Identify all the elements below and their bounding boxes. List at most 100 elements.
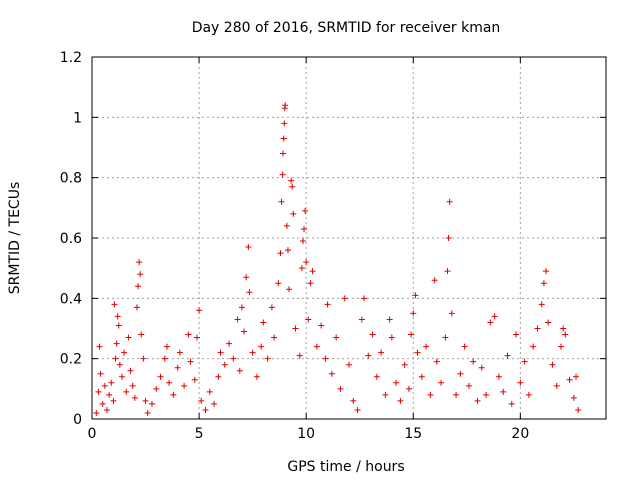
data-point bbox=[135, 283, 142, 290]
data-point bbox=[118, 373, 125, 380]
data-point bbox=[238, 304, 245, 311]
data-point bbox=[549, 361, 556, 368]
data-point bbox=[236, 367, 243, 374]
data-point bbox=[354, 406, 361, 413]
data-point bbox=[405, 385, 412, 392]
data-point bbox=[303, 259, 310, 266]
x-tick-label: 20 bbox=[511, 426, 529, 442]
y-tick-label: 0.6 bbox=[60, 231, 82, 247]
data-point bbox=[444, 268, 451, 275]
data-point bbox=[414, 349, 421, 356]
data-point bbox=[508, 400, 515, 407]
data-point bbox=[540, 280, 547, 287]
data-point bbox=[275, 280, 282, 287]
data-point bbox=[410, 310, 417, 317]
data-point bbox=[280, 150, 287, 157]
data-point bbox=[553, 382, 560, 389]
data-point bbox=[358, 316, 365, 323]
points-layer bbox=[93, 102, 582, 416]
data-point bbox=[127, 367, 134, 374]
data-point bbox=[283, 222, 290, 229]
data-point bbox=[318, 322, 325, 329]
data-point bbox=[110, 397, 117, 404]
data-point bbox=[562, 331, 569, 338]
y-tick-label: 1.2 bbox=[60, 50, 82, 66]
data-point bbox=[133, 304, 140, 311]
data-point bbox=[131, 394, 138, 401]
data-point bbox=[121, 349, 128, 356]
y-tick-label: 0.8 bbox=[60, 171, 82, 187]
data-point bbox=[534, 325, 541, 332]
data-point bbox=[286, 286, 293, 293]
data-point bbox=[309, 268, 316, 275]
data-point bbox=[114, 313, 121, 320]
data-point bbox=[277, 250, 284, 257]
data-point bbox=[253, 373, 260, 380]
data-point bbox=[170, 391, 177, 398]
data-point bbox=[474, 397, 481, 404]
data-point bbox=[116, 361, 123, 368]
data-point bbox=[401, 361, 408, 368]
data-point bbox=[307, 280, 314, 287]
data-point bbox=[113, 340, 120, 347]
data-point bbox=[211, 400, 218, 407]
data-point bbox=[530, 343, 537, 350]
data-point bbox=[301, 225, 308, 232]
data-point bbox=[328, 370, 335, 377]
data-point bbox=[125, 334, 132, 341]
data-point bbox=[136, 259, 143, 266]
data-point bbox=[95, 388, 102, 395]
y-tick-label: 0.4 bbox=[60, 291, 82, 307]
data-point bbox=[491, 313, 498, 320]
data-point bbox=[504, 352, 511, 359]
data-point bbox=[313, 343, 320, 350]
data-point bbox=[163, 343, 170, 350]
data-point bbox=[198, 397, 205, 404]
data-point bbox=[302, 207, 309, 214]
data-point bbox=[174, 364, 181, 371]
data-point bbox=[412, 292, 419, 299]
data-point bbox=[299, 238, 306, 245]
data-point bbox=[137, 271, 144, 278]
data-point bbox=[386, 316, 393, 323]
data-point bbox=[260, 319, 267, 326]
data-point bbox=[453, 391, 460, 398]
data-point bbox=[271, 334, 278, 341]
data-point bbox=[226, 340, 233, 347]
y-tick-label: 0 bbox=[73, 412, 82, 428]
data-point bbox=[284, 247, 291, 254]
data-point bbox=[560, 325, 567, 332]
data-point bbox=[230, 355, 237, 362]
data-point bbox=[193, 334, 200, 341]
data-point bbox=[575, 406, 582, 413]
data-point bbox=[221, 361, 228, 368]
data-point bbox=[106, 391, 113, 398]
data-point bbox=[280, 135, 287, 142]
data-point bbox=[448, 310, 455, 317]
data-point bbox=[153, 385, 160, 392]
x-axis-label: GPS time / hours bbox=[287, 459, 404, 475]
data-point bbox=[282, 102, 289, 109]
data-point bbox=[360, 295, 367, 302]
data-point bbox=[525, 391, 532, 398]
data-point bbox=[388, 334, 395, 341]
data-point bbox=[289, 183, 296, 190]
data-point bbox=[288, 177, 295, 184]
data-point bbox=[521, 358, 528, 365]
data-point bbox=[217, 349, 224, 356]
data-point bbox=[427, 391, 434, 398]
data-point bbox=[96, 343, 103, 350]
data-point bbox=[111, 301, 118, 308]
data-point bbox=[513, 331, 520, 338]
grid-layer bbox=[92, 57, 606, 419]
data-point bbox=[333, 334, 340, 341]
data-point bbox=[423, 343, 430, 350]
data-point bbox=[382, 391, 389, 398]
data-point bbox=[268, 304, 275, 311]
data-point bbox=[573, 373, 580, 380]
data-point bbox=[431, 277, 438, 284]
data-point bbox=[438, 379, 445, 386]
data-point bbox=[292, 325, 299, 332]
data-point bbox=[93, 409, 100, 416]
data-point bbox=[215, 373, 222, 380]
